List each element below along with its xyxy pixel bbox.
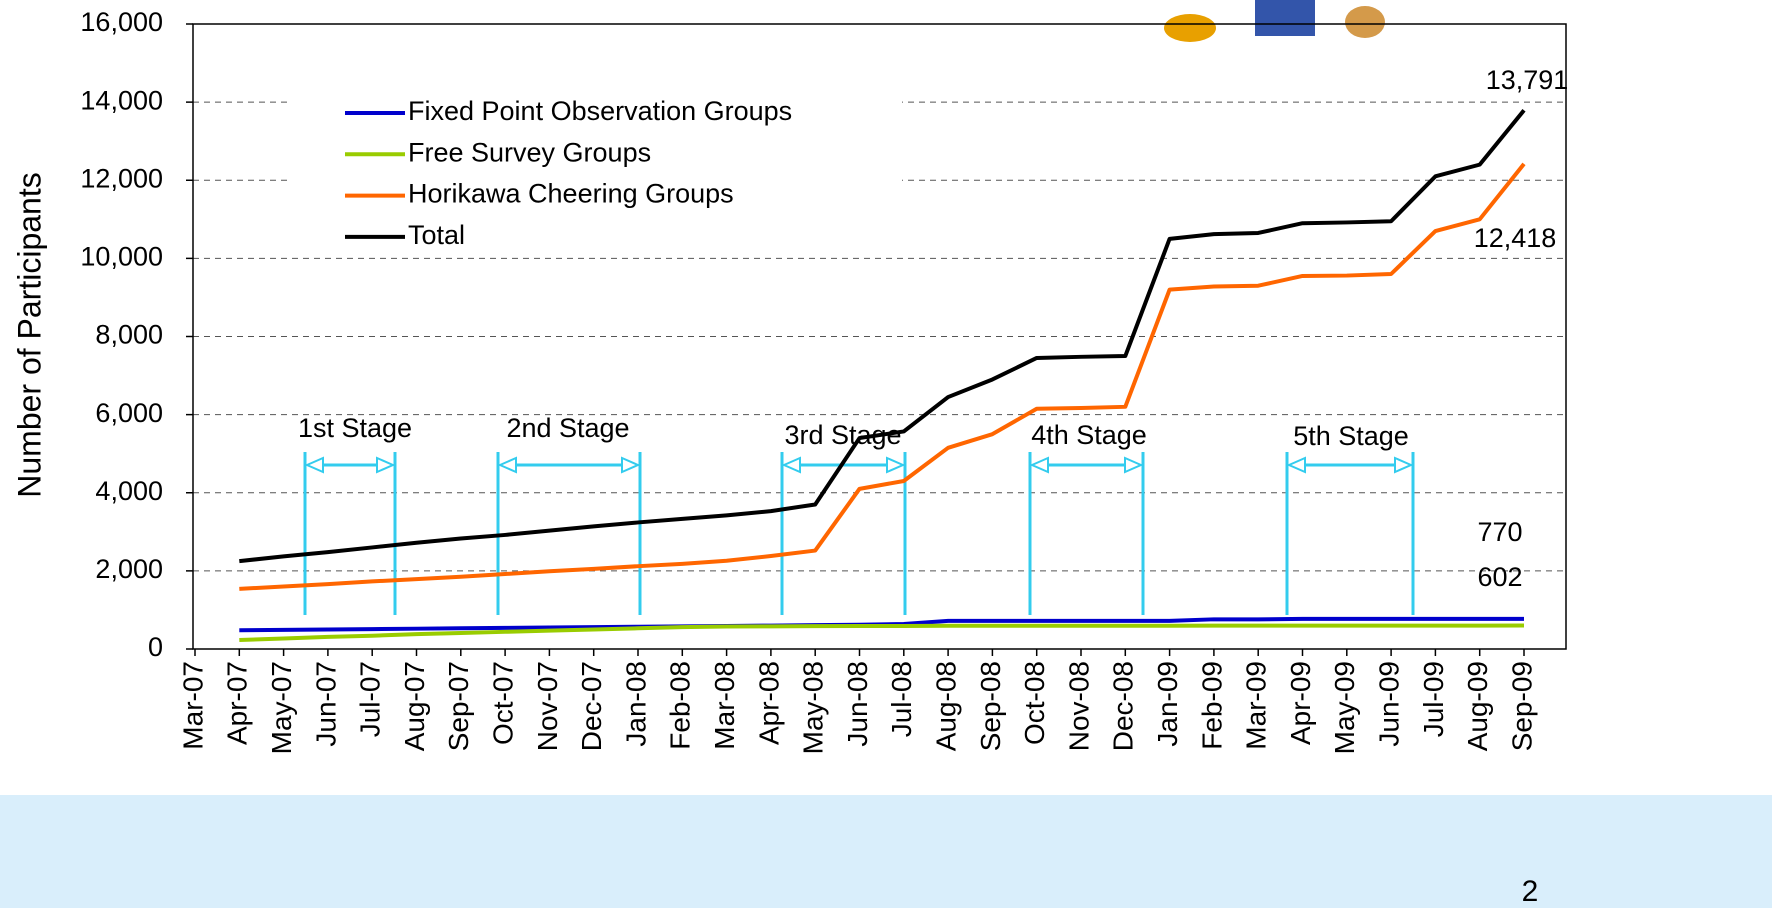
y-tick-label: 0 [148, 632, 163, 662]
x-tick-label: Sep-07 [443, 661, 474, 751]
x-tick-label: Jun-07 [310, 661, 341, 747]
x-tick-label: Aug-08 [930, 661, 961, 751]
x-tick-label: Feb-08 [665, 661, 696, 750]
y-axis-label: Number of Participants [11, 172, 47, 497]
legend-label: Total [408, 220, 465, 250]
x-tick-label: Oct-07 [487, 661, 518, 745]
value-label: 13,791 [1486, 65, 1569, 95]
x-tick-label: Jun-09 [1373, 661, 1404, 747]
x-tick-label: Sep-08 [975, 661, 1006, 751]
x-tick-label: May-09 [1329, 661, 1360, 754]
value-label: 602 [1477, 562, 1522, 592]
y-tick-label: 6,000 [95, 398, 163, 428]
x-tick-label: Jul-07 [355, 661, 386, 737]
stage-label: 4th Stage [1031, 420, 1147, 450]
x-tick-label: Dec-07 [576, 661, 607, 751]
x-tick-label: Mar-09 [1241, 661, 1272, 750]
mascot [1164, 0, 1385, 42]
x-tick-label: Sep-09 [1506, 661, 1537, 751]
x-tick-label: Apr-07 [222, 661, 253, 745]
y-tick-label: 12,000 [80, 163, 163, 193]
x-tick-label: Nov-07 [532, 661, 563, 751]
x-tick-label: Jan-08 [620, 661, 651, 747]
x-tick-label: Nov-08 [1063, 661, 1094, 751]
x-tick-label: Aug-07 [399, 661, 430, 751]
x-tick-label: Dec-08 [1108, 661, 1139, 751]
x-tick-label: Feb-09 [1196, 661, 1227, 750]
x-tick-label: Apr-08 [753, 661, 784, 745]
y-tick-label: 2,000 [95, 554, 163, 584]
x-tick-label: Apr-09 [1285, 661, 1316, 745]
y-tick-label: 10,000 [80, 242, 163, 272]
x-tick-label: May-07 [266, 661, 297, 754]
legend-label: Fixed Point Observation Groups [408, 96, 792, 126]
x-tick-label: Mar-08 [709, 661, 740, 750]
legend-label: Free Survey Groups [408, 137, 651, 167]
x-tick-label: Jan-09 [1152, 661, 1183, 747]
x-tick-label: May-08 [798, 661, 829, 754]
stage-label: 2nd Stage [506, 413, 629, 443]
x-tick-label: Jun-08 [842, 661, 873, 747]
stage-label: 5th Stage [1293, 421, 1409, 451]
x-tick-label: Oct-08 [1019, 661, 1050, 745]
y-tick-label: 4,000 [95, 476, 163, 506]
value-label: 770 [1477, 517, 1522, 547]
y-tick-label: 16,000 [80, 7, 163, 37]
legend-label: Horikawa Cheering Groups [408, 179, 734, 209]
x-tick-label: Mar-07 [177, 661, 208, 750]
x-tick-label: Aug-09 [1462, 661, 1493, 751]
page-number: 2 [1522, 875, 1539, 908]
chart: 2 Number of Participants 0 2,000 4,000 6,00… [0, 0, 1772, 908]
y-tick-label: 8,000 [95, 320, 163, 350]
value-label: 12,418 [1474, 223, 1557, 253]
y-tick-label: 14,000 [80, 85, 163, 115]
stage-label: 1st Stage [298, 413, 412, 443]
x-tick-label: Jul-08 [886, 661, 917, 737]
footer-band [0, 795, 1772, 908]
x-tick-label: Jul-09 [1418, 661, 1449, 737]
